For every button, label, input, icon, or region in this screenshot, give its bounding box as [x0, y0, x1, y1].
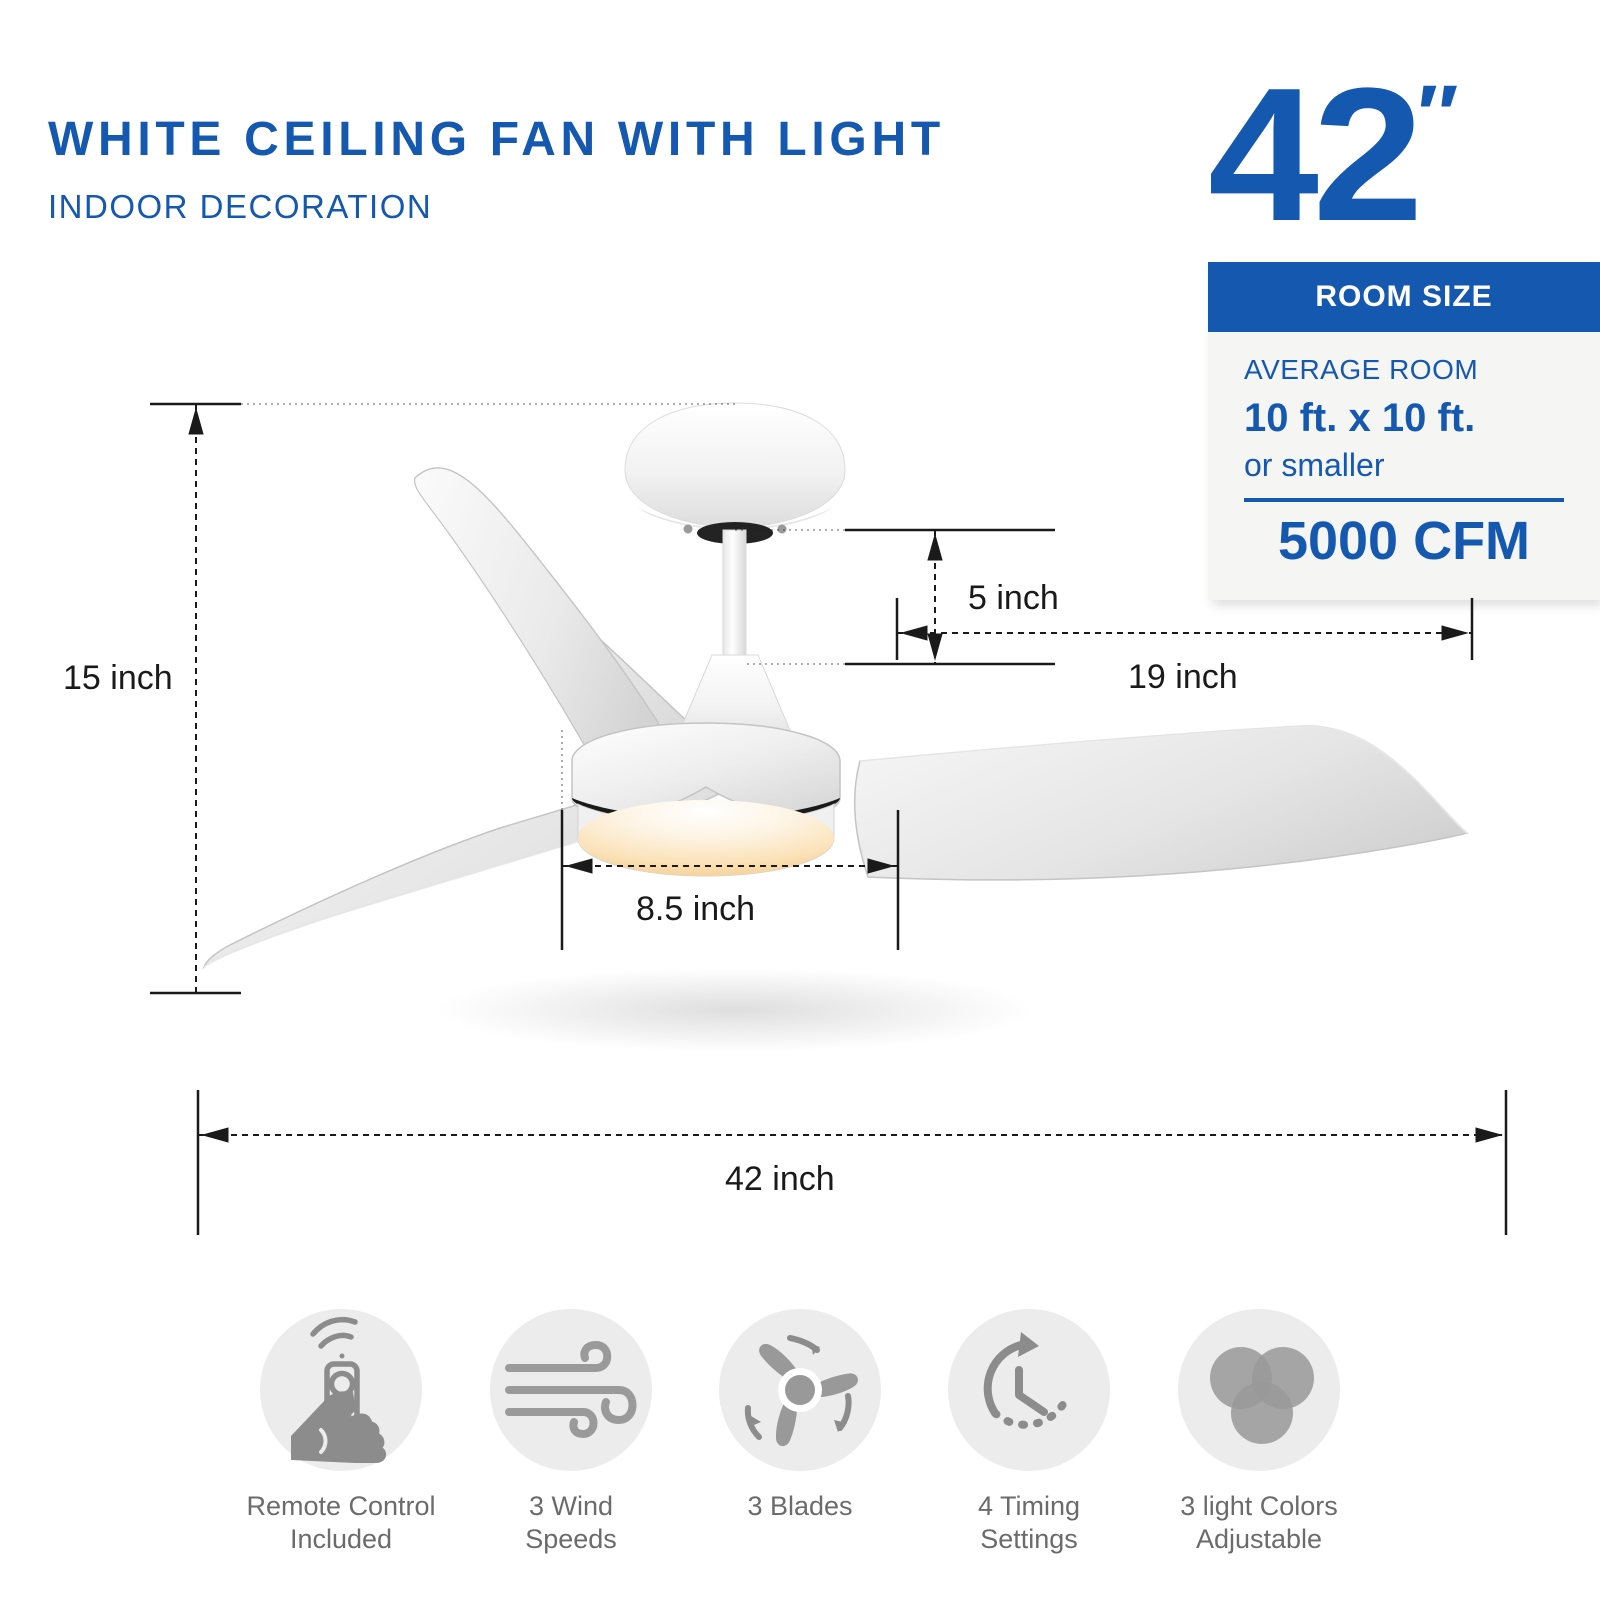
- svg-text:15 inch: 15 inch: [63, 659, 173, 697]
- svg-text:42 inch: 42 inch: [725, 1160, 835, 1198]
- svg-text:8.5 inch: 8.5 inch: [636, 890, 755, 928]
- svg-text:19 inch: 19 inch: [1128, 658, 1238, 696]
- svg-text:5 inch: 5 inch: [968, 579, 1059, 617]
